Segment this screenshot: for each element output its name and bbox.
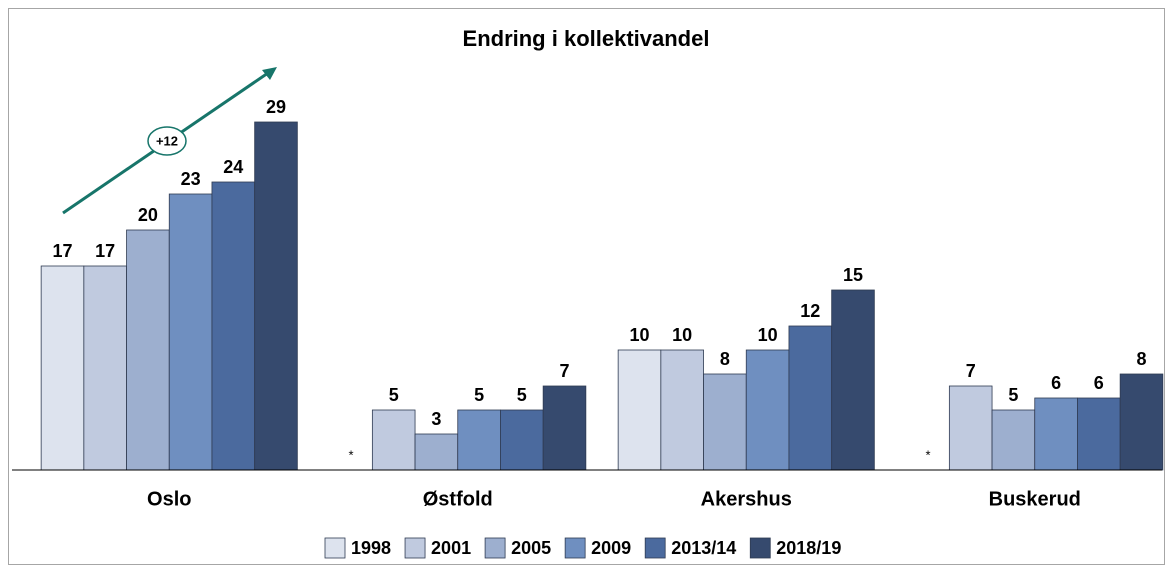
bar [948,385,993,471]
data-label: 20 [138,205,158,225]
data-label: * [925,447,930,462]
data-label: 10 [672,325,692,345]
data-label: 7 [559,361,569,381]
bar [542,385,587,471]
data-label: 23 [181,169,201,189]
legend-label: 1998 [351,538,391,558]
data-label: 5 [389,385,399,405]
legend-label: 2009 [591,538,631,558]
bar [617,349,662,471]
bar [703,373,747,471]
data-label: 6 [1051,373,1061,393]
bar [83,265,127,471]
data-label: 29 [266,97,286,117]
legend-label: 2018/19 [776,538,841,558]
bar [254,121,298,471]
bar [991,409,1036,471]
data-label: 5 [1008,385,1018,405]
data-label: 15 [843,265,863,285]
data-label: 8 [720,349,730,369]
x-tick-label: Østfold [423,488,493,510]
legend-label: 2001 [431,538,471,558]
bar [831,289,875,471]
bar [40,265,85,471]
bar [500,409,544,471]
legend-label: 2013/14 [671,538,736,558]
bar [126,229,170,471]
data-label: 7 [966,361,976,381]
bar [660,349,704,471]
bar [414,433,459,471]
data-label: 3 [431,409,441,429]
data-label: 10 [629,325,649,345]
bar [211,181,256,471]
annotation: +12 [156,133,178,148]
bar [788,325,833,471]
legend-label: 2005 [511,538,551,558]
trend-arrow [62,67,277,215]
legend-swatch [484,537,506,559]
data-label: 10 [758,325,778,345]
data-label: 12 [800,301,820,321]
data-label: 24 [223,157,243,177]
chart-title: Endring i kollektivandel [463,26,710,51]
legend-swatch [404,537,426,559]
bar [1077,397,1121,471]
data-label: 17 [95,241,115,261]
data-label: 5 [474,385,484,405]
data-label: 17 [52,241,72,261]
x-tick-label: Oslo [147,488,191,510]
legend-swatch [324,537,346,559]
x-tick-label: Buskerud [989,488,1081,510]
legend-swatch [644,537,666,559]
data-label: 5 [517,385,527,405]
bar [371,409,416,471]
bar [745,349,790,471]
legend-swatch [564,537,586,559]
bar [1119,373,1164,471]
data-label: 6 [1094,373,1104,393]
bar [457,409,501,471]
legend-swatch [749,537,771,559]
bar [168,193,213,471]
bar [1034,397,1078,471]
x-tick-label: Akershus [701,488,792,510]
data-label: 8 [1136,349,1146,369]
data-label: * [348,447,353,462]
